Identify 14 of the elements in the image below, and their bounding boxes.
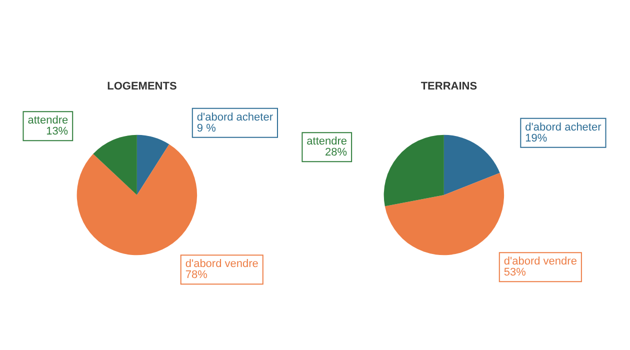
data-label: 53% bbox=[504, 266, 526, 279]
data-label: 19% bbox=[525, 132, 548, 144]
data-label: 28% bbox=[325, 146, 348, 159]
data-label: 9 % bbox=[196, 122, 216, 134]
chart-title: LOGEMENTS bbox=[107, 80, 177, 92]
chart-title: TERRAINS bbox=[420, 80, 478, 92]
slice-label: d'abord vendre bbox=[185, 258, 258, 270]
slice-label: d'abord acheter bbox=[196, 111, 274, 124]
data-label: 78% bbox=[185, 269, 208, 282]
slice-label: attendre bbox=[306, 136, 348, 148]
data-label: 13% bbox=[46, 126, 68, 138]
slice-label: attendre bbox=[28, 114, 68, 127]
slice-label: d'abord acheter bbox=[525, 121, 602, 134]
slice-label: d'abord vendre bbox=[504, 256, 577, 268]
